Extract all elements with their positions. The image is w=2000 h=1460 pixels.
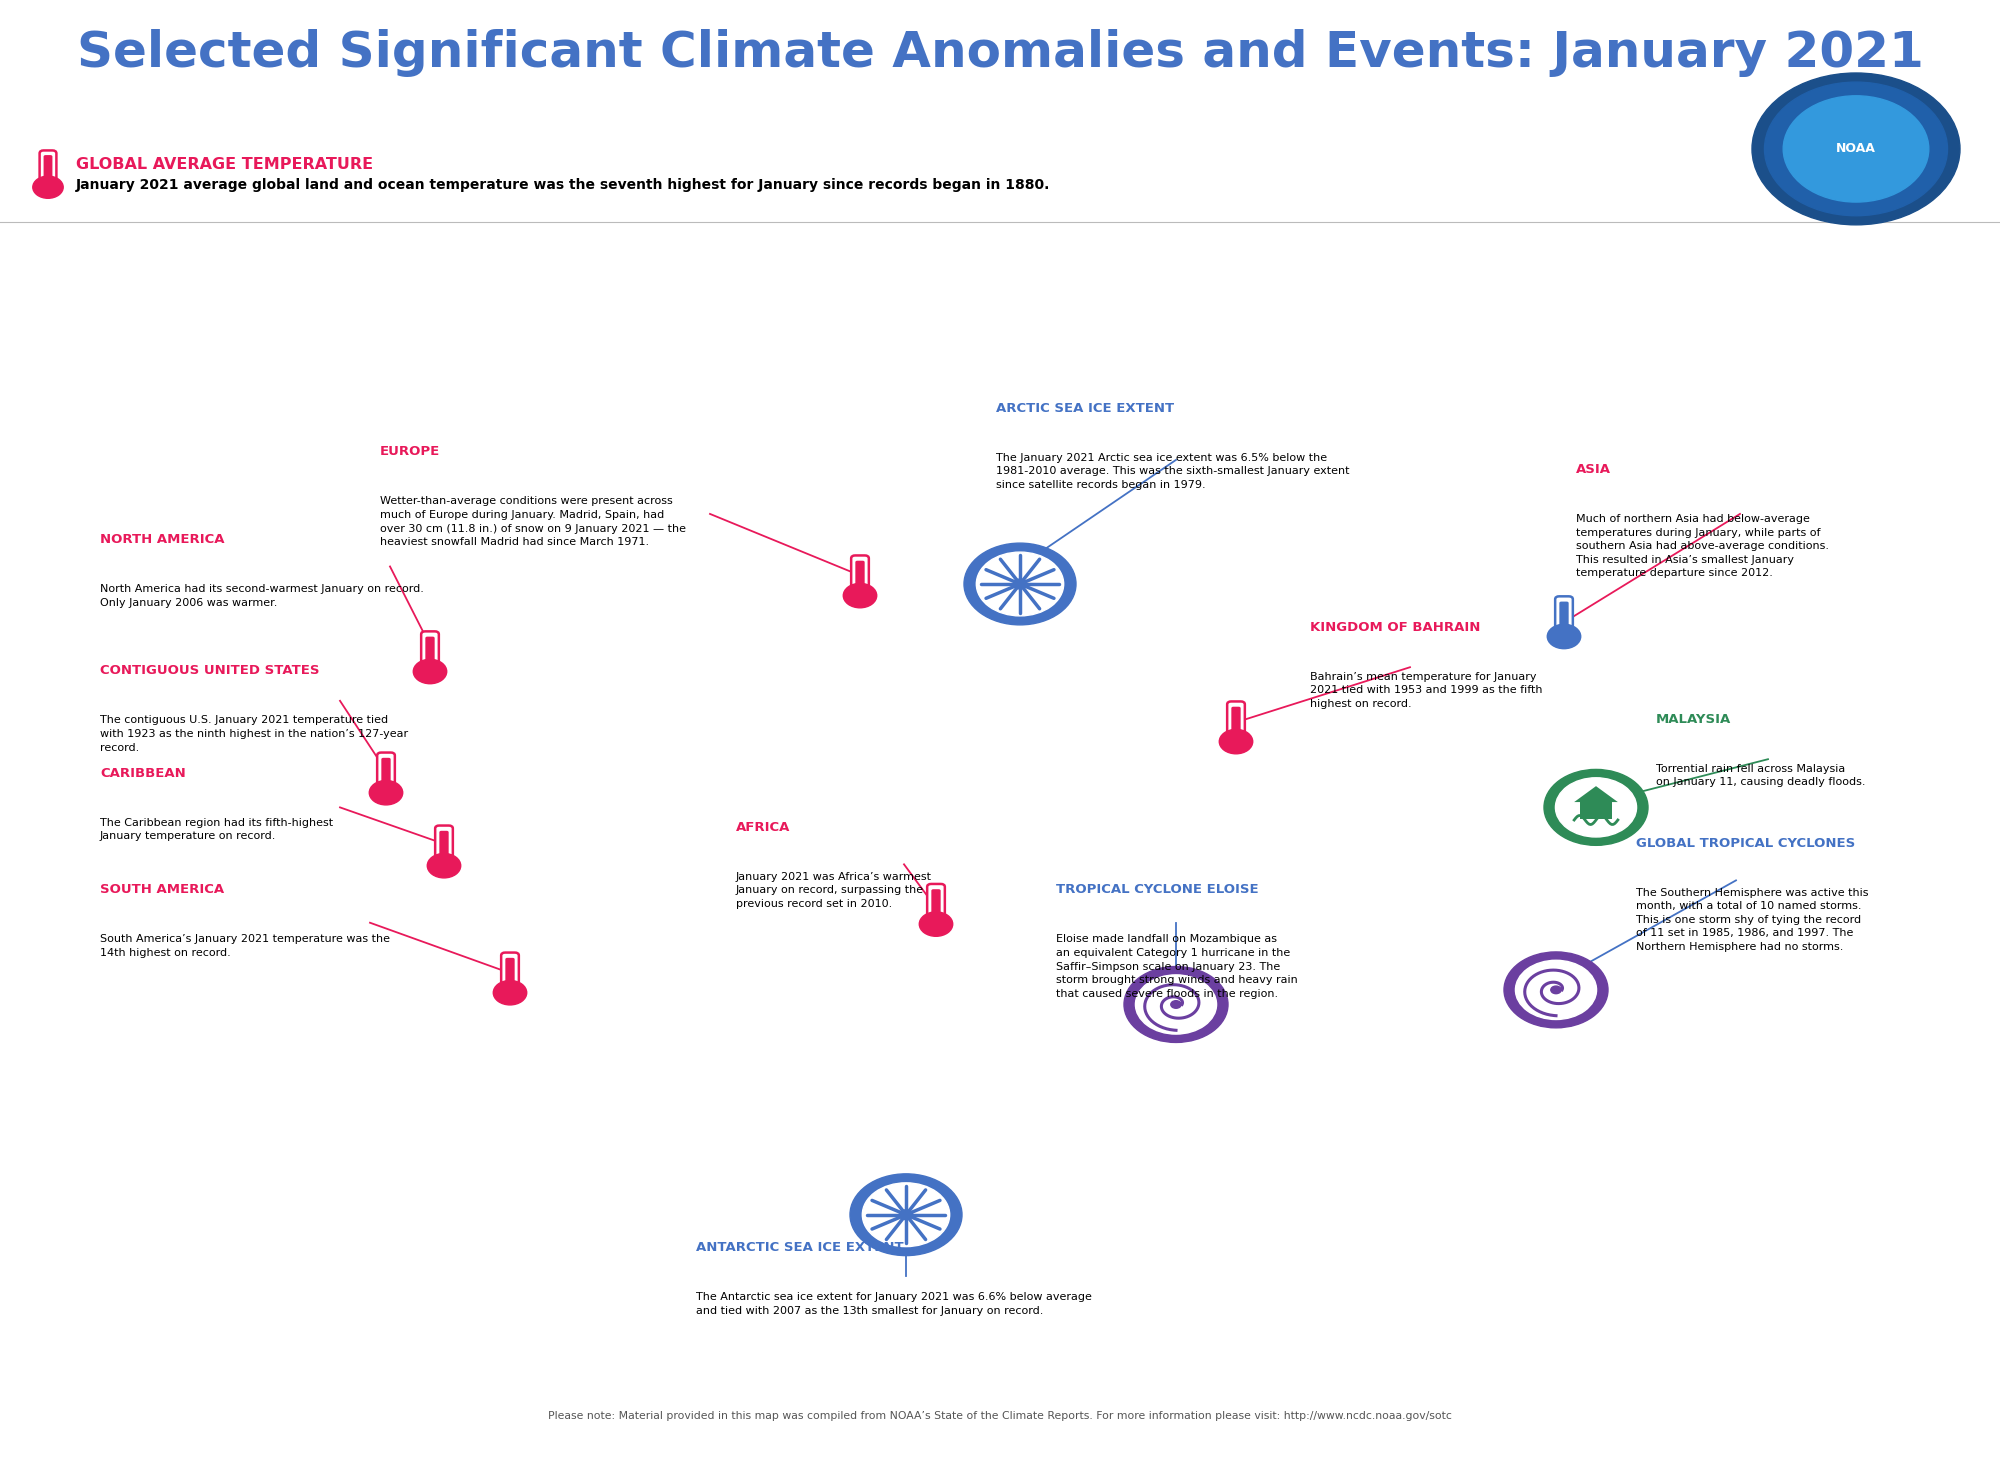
Text: CONTIGUOUS UNITED STATES: CONTIGUOUS UNITED STATES [100, 664, 320, 677]
FancyBboxPatch shape [932, 889, 940, 915]
FancyBboxPatch shape [852, 555, 868, 591]
Text: January 2021 was Africa’s warmest
January on record, surpassing the
previous rec: January 2021 was Africa’s warmest Januar… [736, 872, 932, 908]
Circle shape [964, 543, 1076, 625]
Text: AFRICA: AFRICA [736, 821, 790, 834]
Circle shape [494, 981, 526, 1004]
FancyBboxPatch shape [1228, 701, 1244, 737]
Text: GLOBAL AVERAGE TEMPERATURE: GLOBAL AVERAGE TEMPERATURE [76, 158, 374, 172]
Text: January 2021 average global land and ocean temperature was the seventh highest f: January 2021 average global land and oce… [76, 178, 1050, 193]
Circle shape [1752, 73, 1960, 225]
FancyBboxPatch shape [440, 831, 448, 857]
Circle shape [844, 584, 876, 607]
FancyBboxPatch shape [928, 883, 944, 920]
FancyBboxPatch shape [378, 752, 394, 788]
Circle shape [1516, 961, 1596, 1019]
Circle shape [1124, 967, 1228, 1042]
Circle shape [862, 1183, 950, 1247]
Text: SOUTH AMERICA: SOUTH AMERICA [100, 883, 224, 896]
Text: Bahrain’s mean temperature for January
2021 tied with 1953 and 1999 as the fifth: Bahrain’s mean temperature for January 2… [1310, 672, 1542, 708]
Text: CARIBBEAN: CARIBBEAN [100, 766, 186, 780]
FancyBboxPatch shape [44, 155, 52, 180]
Circle shape [1014, 580, 1026, 588]
Text: The Antarctic sea ice extent for January 2021 was 6.6% below average
and tied wi: The Antarctic sea ice extent for January… [696, 1292, 1092, 1315]
Text: GLOBAL TROPICAL CYCLONES: GLOBAL TROPICAL CYCLONES [1636, 837, 1856, 850]
Circle shape [920, 912, 952, 936]
Circle shape [850, 1174, 962, 1256]
Text: NORTH AMERICA: NORTH AMERICA [100, 533, 224, 546]
Text: TROPICAL CYCLONE ELOISE: TROPICAL CYCLONE ELOISE [1056, 883, 1258, 896]
Text: The Caribbean region had its fifth-highest
January temperature on record.: The Caribbean region had its fifth-highe… [100, 818, 334, 841]
Text: Much of northern Asia had below-average
temperatures during January, while parts: Much of northern Asia had below-average … [1576, 514, 1828, 578]
Circle shape [1544, 769, 1648, 845]
Circle shape [428, 854, 460, 877]
Text: ARCTIC SEA ICE EXTENT: ARCTIC SEA ICE EXTENT [996, 402, 1174, 415]
Circle shape [1170, 1000, 1182, 1009]
FancyBboxPatch shape [40, 150, 56, 184]
FancyBboxPatch shape [856, 561, 864, 587]
Text: NOAA: NOAA [1836, 143, 1876, 155]
Text: Torrential rain fell across Malaysia
on January 11, causing deadly floods.: Torrential rain fell across Malaysia on … [1656, 764, 1866, 787]
Circle shape [900, 1210, 912, 1219]
Text: The Southern Hemisphere was active this
month, with a total of 10 named storms.
: The Southern Hemisphere was active this … [1636, 888, 1868, 952]
Circle shape [32, 177, 64, 199]
FancyBboxPatch shape [422, 631, 438, 667]
Text: ASIA: ASIA [1576, 463, 1612, 476]
Circle shape [1764, 82, 1948, 216]
Text: The January 2021 Arctic sea ice extent was 6.5% below the
1981-2010 average. Thi: The January 2021 Arctic sea ice extent w… [996, 453, 1350, 489]
FancyBboxPatch shape [502, 952, 518, 988]
Circle shape [1556, 778, 1636, 837]
Circle shape [976, 552, 1064, 616]
Text: MALAYSIA: MALAYSIA [1656, 712, 1732, 726]
Text: Wetter-than-average conditions were present across
much of Europe during January: Wetter-than-average conditions were pres… [380, 496, 686, 548]
Polygon shape [1574, 785, 1618, 802]
Circle shape [1220, 730, 1252, 753]
Circle shape [1504, 952, 1608, 1028]
Text: Selected Significant Climate Anomalies and Events: January 2021: Selected Significant Climate Anomalies a… [76, 29, 1924, 76]
FancyBboxPatch shape [426, 637, 434, 663]
Circle shape [1548, 625, 1580, 648]
FancyBboxPatch shape [1580, 802, 1612, 819]
Circle shape [1550, 986, 1562, 994]
Text: EUROPE: EUROPE [380, 445, 440, 458]
Text: The contiguous U.S. January 2021 temperature tied
with 1923 as the ninth highest: The contiguous U.S. January 2021 tempera… [100, 715, 408, 752]
Text: Please note: Material provided in this map was compiled from NOAA’s State of the: Please note: Material provided in this m… [548, 1412, 1452, 1421]
Circle shape [1784, 96, 1928, 201]
Circle shape [1136, 975, 1216, 1034]
Text: Eloise made landfall on Mozambique as
an equivalent Category 1 hurricane in the
: Eloise made landfall on Mozambique as an… [1056, 934, 1298, 999]
FancyBboxPatch shape [436, 825, 452, 861]
FancyBboxPatch shape [382, 758, 390, 784]
Circle shape [370, 781, 402, 804]
Text: ANTARCTIC SEA ICE EXTENT: ANTARCTIC SEA ICE EXTENT [696, 1241, 904, 1254]
Text: KINGDOM OF BAHRAIN: KINGDOM OF BAHRAIN [1310, 620, 1480, 634]
Circle shape [414, 660, 446, 683]
FancyBboxPatch shape [1560, 602, 1568, 628]
FancyBboxPatch shape [1232, 707, 1240, 733]
Text: North America had its second-warmest January on record.
Only January 2006 was wa: North America had its second-warmest Jan… [100, 584, 424, 607]
FancyBboxPatch shape [1556, 596, 1572, 632]
FancyBboxPatch shape [506, 958, 514, 984]
Text: South America’s January 2021 temperature was the
14th highest on record.: South America’s January 2021 temperature… [100, 934, 390, 958]
